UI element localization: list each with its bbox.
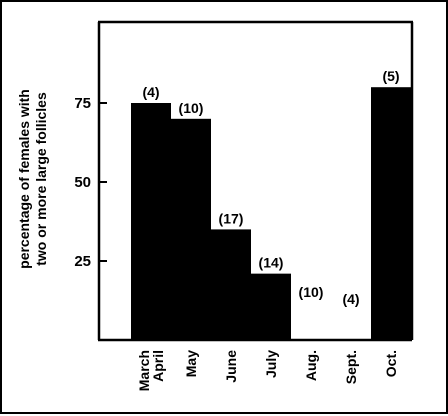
y-tick-label: 75 — [74, 95, 91, 112]
bar — [211, 229, 251, 340]
bar-sample-size-label: (10) — [179, 100, 204, 116]
bar-sample-size-label: (4) — [142, 84, 159, 100]
x-category-label: March — [136, 350, 152, 391]
x-category-label: April — [150, 350, 166, 382]
x-category-label: Aug. — [303, 350, 319, 381]
bar-sample-size-label: (5) — [382, 68, 399, 84]
x-category-label: July — [263, 350, 279, 378]
x-category-label: June — [223, 350, 239, 383]
bar-sample-size-label: (4) — [342, 291, 359, 307]
y-axis-ticks: 75 50 25 — [74, 95, 107, 270]
y-tick-label: 25 — [74, 253, 91, 270]
x-category-label: Sept. — [343, 350, 359, 384]
y-axis-label-line: percentage of females with — [16, 89, 32, 269]
bars — [131, 87, 411, 340]
y-axis-label-line: two or more large follicles — [33, 92, 49, 266]
x-category-label: May — [183, 350, 199, 377]
x-category-label: Oct. — [383, 350, 399, 377]
y-tick-label: 50 — [74, 174, 91, 191]
bar — [171, 118, 211, 340]
bar — [131, 103, 171, 340]
bar-sample-size-label: (14) — [259, 255, 284, 271]
bar-sample-size-label: (10) — [299, 284, 324, 300]
bar — [251, 273, 291, 340]
y-axis-label: percentage of females with two or more la… — [16, 89, 49, 269]
sample-size-labels: (4) (10) (17) (14) (10) (4) (5) — [142, 68, 399, 307]
bar — [371, 87, 411, 340]
bar-sample-size-label: (17) — [219, 210, 244, 226]
